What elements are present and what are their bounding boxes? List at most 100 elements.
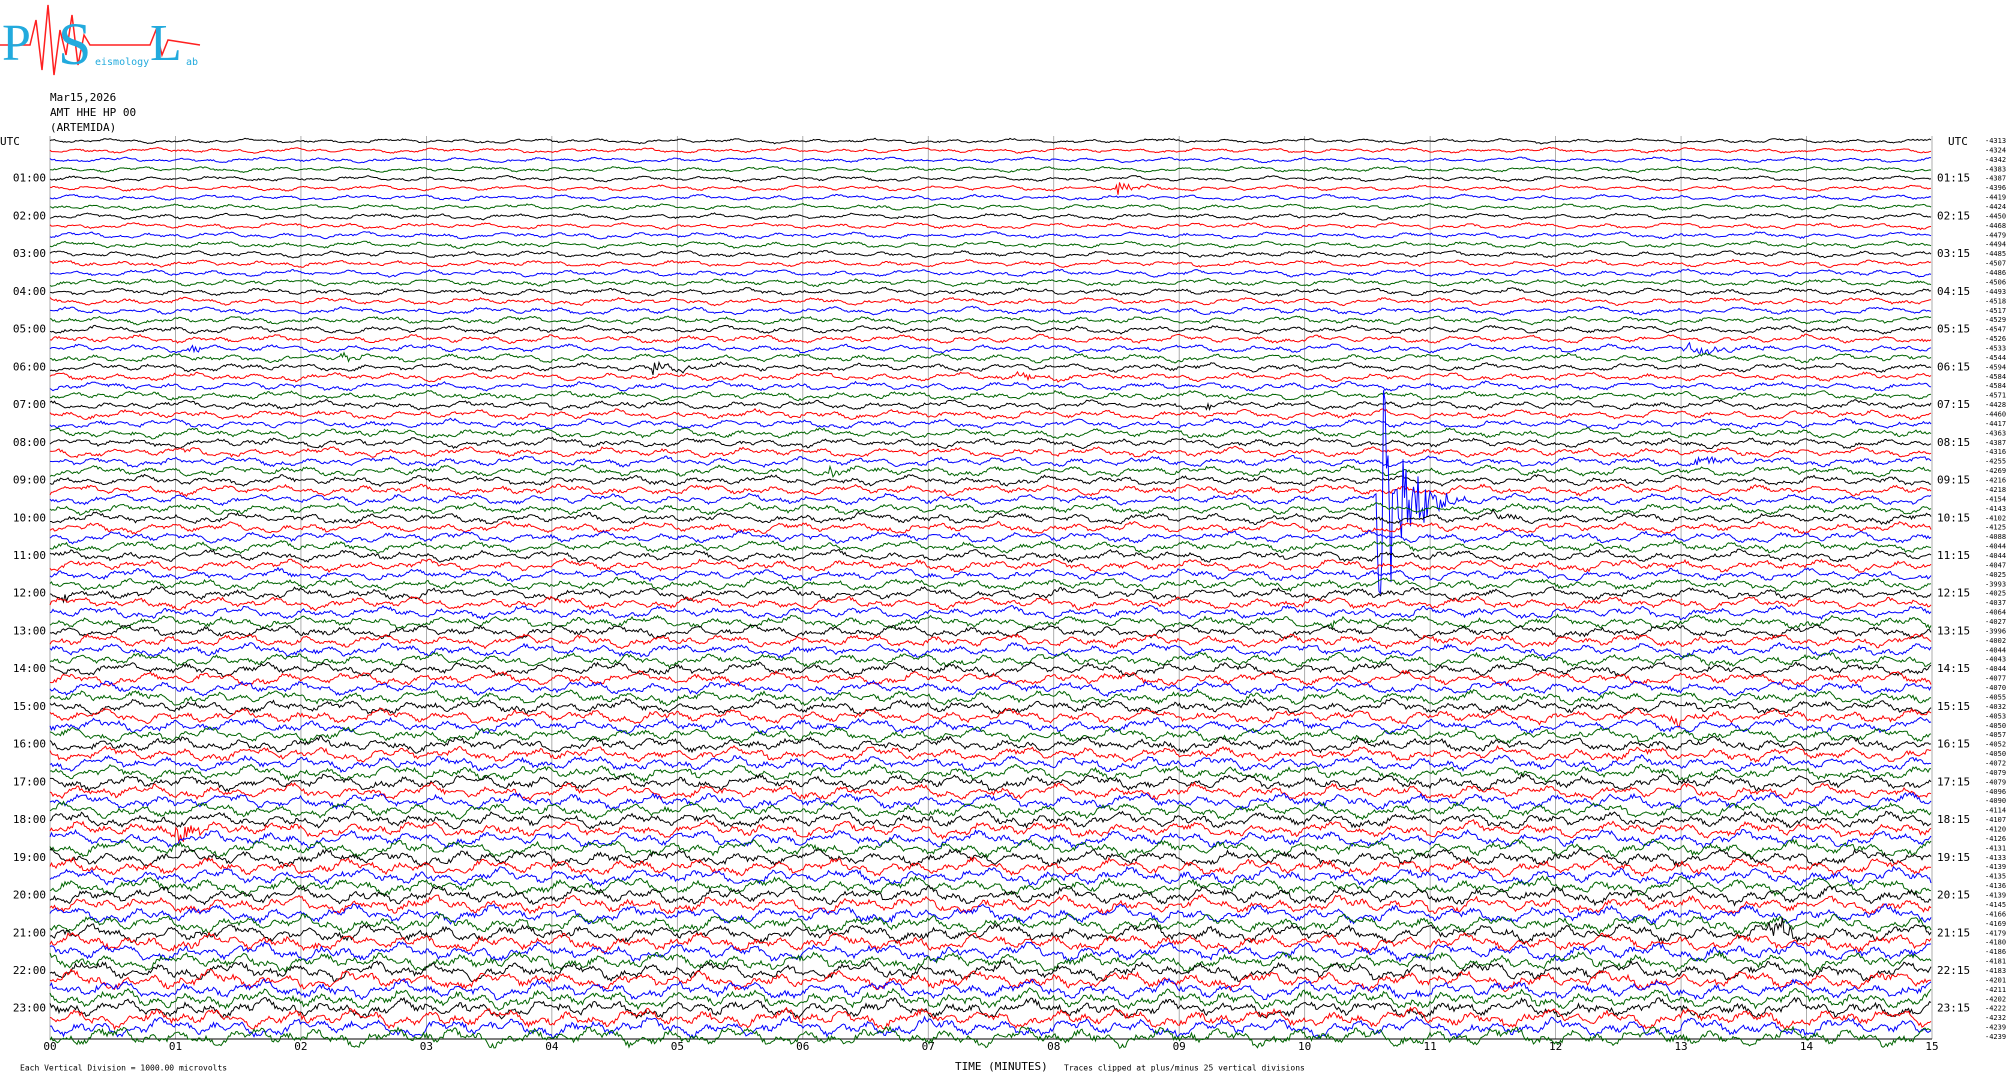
trace-offset: -4518 [1985, 297, 2006, 305]
hour-label: 19:15 [1937, 851, 1970, 864]
trace-offset: -4052 [1985, 741, 2006, 749]
trace-offset: -4107 [1985, 816, 2006, 824]
hour-label: 03:15 [1937, 247, 1970, 260]
trace-offset: -4313 [1985, 137, 2006, 145]
trace-offset: -4460 [1985, 411, 2006, 419]
trace-offset: -4222 [1985, 1005, 2006, 1013]
trace [49, 819, 1932, 844]
trace-offset: -4179 [1985, 929, 2006, 937]
x-tick-label: 02 [294, 1040, 307, 1053]
trace [49, 875, 1932, 897]
trace [49, 604, 1932, 621]
x-tick-label: 05 [671, 1040, 684, 1053]
trace-offset: -4486 [1985, 269, 2006, 277]
trace [50, 508, 1932, 526]
trace-offset: -4057 [1985, 731, 2006, 739]
trace-offset: -4202 [1985, 995, 2006, 1003]
hour-label: 01:15 [1937, 172, 1970, 185]
trace [49, 977, 1932, 1001]
hour-label: 06:00 [13, 360, 46, 373]
trace [49, 987, 1932, 1011]
hour-label: 23:00 [13, 1002, 46, 1015]
hour-label: 15:15 [1937, 700, 1970, 713]
trace [49, 716, 1932, 735]
trace-offset: -4047 [1985, 561, 2006, 569]
hour-label: 07:00 [13, 398, 46, 411]
trace-offset: -4043 [1985, 656, 2006, 664]
trace-offset: -4533 [1985, 344, 2006, 352]
trace-offset: -4135 [1985, 873, 2006, 881]
hour-label: 08:00 [13, 436, 46, 449]
trace-offset: -4494 [1985, 241, 2006, 249]
trace [49, 221, 1932, 231]
trace-offset: -4027 [1985, 618, 2006, 626]
trace-offset: -4387 [1985, 175, 2006, 183]
trace [49, 624, 1932, 640]
x-tick-label: 08 [1047, 1040, 1060, 1053]
trace-offset: -4025 [1985, 571, 2006, 579]
trace [49, 1015, 1932, 1040]
trace-offset: -4211 [1985, 986, 2006, 994]
hour-label: 10:00 [13, 511, 46, 524]
trace [49, 445, 1932, 459]
trace-offset: -3993 [1985, 580, 2006, 588]
hour-label: 14:15 [1937, 662, 1970, 675]
trace [49, 436, 1932, 450]
trace-offset: -4584 [1985, 373, 2006, 381]
trace-offset: -4417 [1985, 420, 2006, 428]
trace-offset: -4143 [1985, 505, 2006, 513]
trace-offset: -4493 [1985, 288, 2006, 296]
hour-label: 21:15 [1937, 926, 1970, 939]
trace-offset: -4044 [1985, 665, 2006, 673]
hour-label: 18:15 [1937, 813, 1970, 826]
station: AMT HHE HP 00 [50, 106, 136, 119]
x-tick-label: 09 [1173, 1040, 1186, 1053]
hour-label: 12:00 [13, 587, 46, 600]
trace [49, 483, 1932, 498]
trace-offset: -4450 [1985, 212, 2006, 220]
trace [49, 669, 1932, 687]
trace [49, 884, 1932, 907]
utc-label: UTC [1948, 135, 1968, 148]
trace [49, 865, 1932, 887]
trace-offset: -4544 [1985, 354, 2006, 362]
trace-offset: -4485 [1985, 250, 2006, 258]
trace-offset: -4133 [1985, 854, 2006, 862]
trace [49, 427, 1932, 440]
trace [49, 529, 1932, 545]
logo-word: ab [186, 57, 198, 68]
hour-label: 23:15 [1937, 1002, 1970, 1015]
trace [49, 296, 1932, 307]
logo-word: eismology [95, 57, 149, 68]
trace-offset: -4077 [1985, 675, 2006, 683]
trace [49, 305, 1932, 316]
trace-offset: -4064 [1985, 609, 2006, 617]
trace-offset: -4131 [1985, 844, 2006, 852]
trace-offset: -4088 [1985, 533, 2006, 541]
trace [49, 231, 1932, 240]
trace [49, 455, 1932, 469]
trace-offset: -4169 [1985, 920, 2006, 928]
trace [49, 182, 1931, 195]
trace [49, 810, 1932, 830]
trace-offset: -4053 [1985, 712, 2006, 720]
trace-offset: -4424 [1985, 203, 2006, 211]
trace [49, 202, 1932, 211]
trace [49, 791, 1932, 811]
trace [49, 941, 1932, 963]
x-tick-label: 10 [1298, 1040, 1311, 1053]
logo-wave [0, 4, 201, 76]
logo-letter: L [150, 15, 182, 72]
hour-label: 04:00 [13, 285, 46, 298]
trace [49, 1025, 1932, 1050]
hour-label: 08:15 [1937, 436, 1970, 449]
trace [49, 856, 1932, 878]
trace [49, 268, 1932, 278]
trace [49, 912, 1932, 935]
trace [49, 566, 1932, 583]
hour-label: 20:15 [1937, 889, 1970, 902]
hour-label: 05:15 [1937, 323, 1970, 336]
trace-offset: -4166 [1985, 910, 2006, 918]
trace [49, 240, 1932, 250]
trace-offset: -4125 [1985, 524, 2006, 532]
